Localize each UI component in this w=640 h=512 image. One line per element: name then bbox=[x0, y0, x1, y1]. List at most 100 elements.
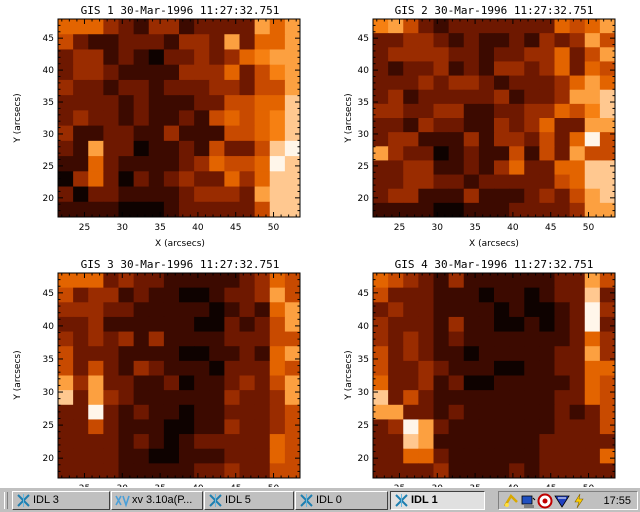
heatmap-cell bbox=[269, 463, 286, 479]
heatmap-cell bbox=[284, 110, 301, 127]
heatmap-cell bbox=[569, 47, 586, 62]
y-tick-label: 45 bbox=[358, 289, 369, 299]
heatmap-cell bbox=[163, 19, 180, 35]
heatmap-cell bbox=[239, 140, 256, 157]
heatmap-cell bbox=[194, 156, 210, 172]
heatmap-cell bbox=[599, 19, 616, 34]
heatmap-cell bbox=[73, 287, 89, 303]
filter-icon[interactable] bbox=[554, 493, 570, 509]
heatmap-cell bbox=[224, 287, 240, 303]
heatmap-cell bbox=[554, 33, 571, 48]
heatmap-cell bbox=[209, 49, 225, 66]
heatmap-cell bbox=[539, 160, 555, 175]
heatmap-cell bbox=[433, 132, 450, 147]
heatmap-cell bbox=[58, 34, 74, 50]
heatmap-cell bbox=[103, 331, 119, 347]
heatmap-cell bbox=[373, 302, 389, 318]
y-axis-label: Y (arcsecs) bbox=[344, 93, 354, 143]
heatmap-cell bbox=[569, 19, 586, 34]
heatmap-cell bbox=[509, 448, 525, 464]
taskbar-button-idl-3[interactable]: IDL 3 bbox=[12, 491, 110, 510]
heatmap-cell bbox=[584, 448, 601, 464]
heatmap-cell bbox=[284, 316, 301, 332]
record-icon[interactable] bbox=[537, 493, 553, 509]
heatmap-cell bbox=[463, 316, 480, 332]
heatmap-cell bbox=[148, 434, 165, 450]
heatmap-cell bbox=[554, 390, 571, 406]
heatmap-cell bbox=[88, 110, 104, 127]
heatmap-cell bbox=[524, 47, 540, 62]
heatmap-cell bbox=[224, 448, 240, 464]
heatmap-cell bbox=[418, 174, 434, 190]
heatmap-cell bbox=[179, 316, 195, 332]
heatmap-cell bbox=[584, 202, 601, 218]
heatmap-cell bbox=[509, 118, 525, 133]
heatmap-cell bbox=[254, 125, 271, 142]
heatmap-cell bbox=[599, 360, 616, 376]
taskbar-button-xv[interactable]: xv 3.10a(P... bbox=[111, 491, 203, 510]
heatmap-cell bbox=[118, 64, 135, 81]
heatmap-cell bbox=[254, 273, 271, 289]
heatmap-cell bbox=[509, 346, 525, 362]
heatmap-cell bbox=[133, 448, 150, 464]
heatmap-cell bbox=[478, 132, 495, 147]
heatmap-cell bbox=[584, 390, 601, 406]
heatmap-cell bbox=[284, 360, 301, 376]
heatmap-cell bbox=[179, 171, 195, 187]
heatmap-cell bbox=[448, 33, 465, 48]
heatmap-cell bbox=[194, 273, 210, 289]
heatmap-cell bbox=[194, 448, 210, 464]
heatmap-cell bbox=[73, 419, 89, 435]
taskbar-button-idl-5[interactable]: IDL 5 bbox=[204, 491, 294, 510]
heatmap-cell bbox=[58, 79, 74, 96]
heatmap-cell bbox=[433, 316, 450, 332]
heatmap-cell bbox=[539, 360, 555, 376]
heatmap-cell bbox=[448, 375, 465, 391]
heatmap-cell bbox=[539, 132, 555, 147]
plot-frame bbox=[57, 18, 301, 218]
heatmap-cell bbox=[554, 419, 571, 435]
heatmap-cell bbox=[254, 404, 271, 420]
heatmap-cell bbox=[269, 375, 286, 391]
heatmap-cell bbox=[463, 19, 480, 34]
heatmap-cell bbox=[103, 346, 119, 362]
heatmap-cell bbox=[554, 118, 571, 133]
heatmap-cell bbox=[163, 140, 180, 157]
heatmap-cell bbox=[403, 146, 419, 161]
heatmap-cell bbox=[269, 110, 286, 127]
heatmap-cell bbox=[554, 434, 571, 450]
heatmap-cell bbox=[224, 19, 240, 35]
heatmap-cell bbox=[584, 89, 601, 105]
heatmap-cell bbox=[118, 287, 135, 303]
heatmap-cell bbox=[478, 273, 495, 289]
heatmap-cell bbox=[73, 95, 89, 111]
heatmap-cell bbox=[194, 434, 210, 450]
heatmap-cell bbox=[524, 463, 540, 479]
heatmap-cell bbox=[148, 273, 165, 289]
connection-icon[interactable] bbox=[503, 493, 519, 509]
heatmap-cell bbox=[539, 47, 555, 62]
lightning-icon[interactable] bbox=[571, 493, 587, 509]
heatmap-cell bbox=[388, 434, 404, 450]
heatmap-cell bbox=[433, 404, 450, 420]
heatmap-cell bbox=[254, 316, 271, 332]
taskbar-grip bbox=[4, 492, 8, 509]
heatmap-cell bbox=[388, 132, 404, 147]
heatmap-cell bbox=[209, 448, 225, 464]
heatmap-cell bbox=[58, 95, 74, 111]
taskbar-button-idl-1[interactable]: IDL 1 bbox=[390, 491, 485, 510]
taskbar-button-idl-0[interactable]: IDL 0 bbox=[295, 491, 388, 510]
heatmap-cell bbox=[73, 316, 89, 332]
heatmap-cell bbox=[194, 287, 210, 303]
heatmap-cell bbox=[494, 463, 510, 479]
heatmap-cell bbox=[239, 34, 256, 50]
y-tick-label: 35 bbox=[358, 98, 369, 108]
heatmap-cell bbox=[148, 34, 165, 50]
heatmap-cell bbox=[254, 419, 271, 435]
heatmap-cell bbox=[284, 95, 301, 111]
heatmap-cell bbox=[284, 434, 301, 450]
heatmap-cell bbox=[388, 75, 404, 91]
heatmap-cell bbox=[163, 375, 180, 391]
network-computer-icon[interactable] bbox=[520, 493, 536, 509]
heatmap-cell bbox=[103, 64, 119, 81]
